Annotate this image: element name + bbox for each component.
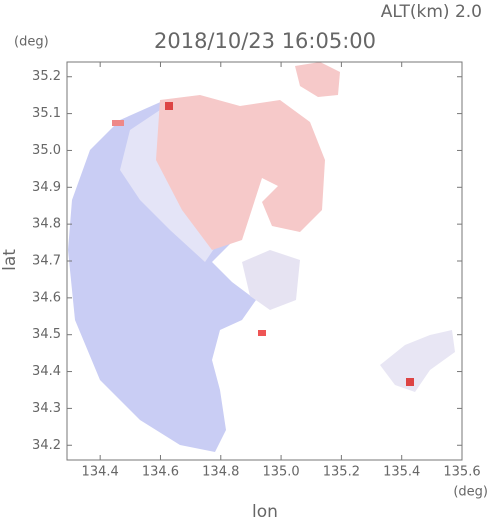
x-tick-label: 134.8 — [202, 465, 239, 480]
x-tick-label: 134.4 — [82, 465, 119, 480]
x-axis-label: lon — [252, 502, 278, 521]
y-tick-label: 34.8 — [32, 217, 61, 232]
red-speck — [258, 330, 266, 336]
y-unit: (deg) — [14, 35, 49, 50]
x-tick-label: 134.6 — [142, 465, 179, 480]
y-tick-label: 35.2 — [32, 69, 61, 84]
y-tick-label: 35.1 — [32, 106, 61, 121]
y-tick-label: 34.9 — [32, 180, 61, 195]
pink-island — [295, 62, 340, 97]
red-speck — [165, 102, 173, 110]
x-tick-label: 135.2 — [323, 465, 360, 480]
radar-field — [68, 62, 455, 452]
y-tick-label: 35.0 — [32, 143, 61, 158]
red-speck — [406, 378, 414, 386]
y-axis-label: lat — [0, 249, 20, 271]
y-tick-label: 34.7 — [32, 254, 61, 269]
x-unit: (deg) — [453, 485, 488, 500]
y-tick-label: 34.6 — [32, 290, 61, 305]
pink-region — [156, 95, 325, 250]
x-tick-label: 135.6 — [443, 465, 480, 480]
x-tick-label: 135.4 — [383, 465, 420, 480]
chart-title: 2018/10/23 16:05:00 — [154, 29, 376, 53]
y-tick-label: 34.4 — [32, 364, 61, 379]
x-tick-label: 135.0 — [262, 465, 299, 480]
y-tick-label: 34.3 — [32, 401, 61, 416]
east-islands — [380, 330, 455, 392]
mid-fragments — [242, 250, 300, 310]
y-tick-label: 34.5 — [32, 327, 61, 342]
blue-region — [68, 100, 256, 452]
red-speck — [112, 120, 124, 126]
y-tick-label: 34.2 — [32, 438, 61, 453]
altitude-label: ALT(km) 2.0 — [381, 2, 482, 22]
